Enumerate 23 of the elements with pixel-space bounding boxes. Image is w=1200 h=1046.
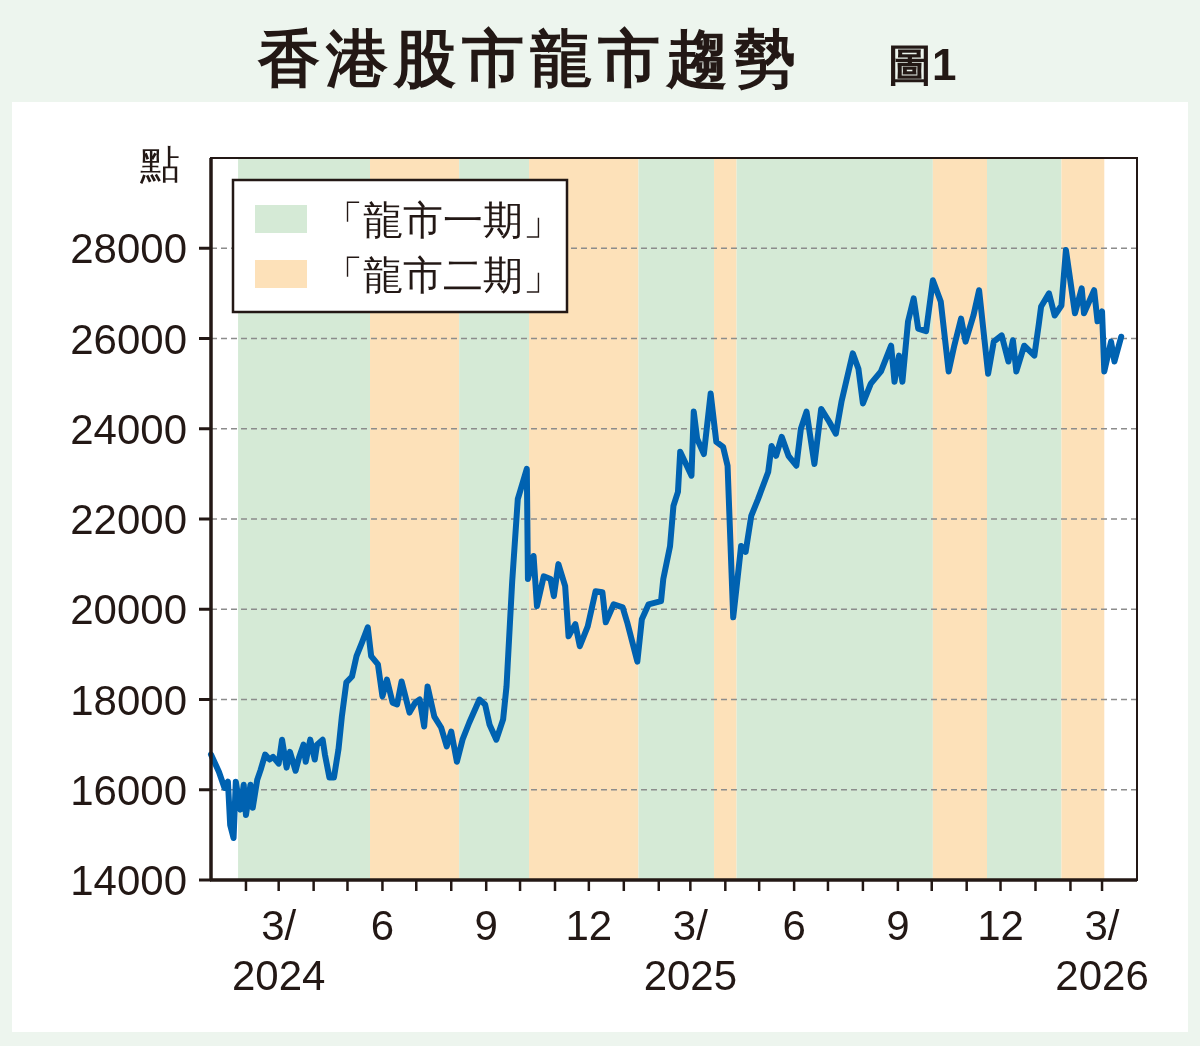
y-tick-label: 22000 xyxy=(70,496,187,543)
x-tick-label: 12 xyxy=(977,902,1024,949)
x-tick-label: 9 xyxy=(474,902,498,949)
y-tick-label: 18000 xyxy=(70,676,187,724)
y-tick-label: 26000 xyxy=(70,315,187,363)
x-tick-label: 6 xyxy=(370,902,395,949)
chart-subtitle: 圖1 xyxy=(888,40,957,89)
x-tick-label: 6 xyxy=(782,902,806,949)
x-tick-label: 3/ 2026 xyxy=(1055,902,1149,999)
x-tick-label: 3/ 2025 xyxy=(643,902,738,999)
y-tick-label: 28000 xyxy=(70,225,187,273)
chart-title: 香港股市龍市趨勢 xyxy=(257,24,802,93)
y-tick-label: 24000 xyxy=(70,405,187,453)
y-tick-label: 14000 xyxy=(70,857,187,904)
band-label: 「龍市二期」 xyxy=(323,253,563,297)
y-axis-title: 點 xyxy=(139,142,180,186)
x-tick-label: 3/ 2024 xyxy=(231,902,326,999)
band-label: 「龍市一期」 xyxy=(323,198,563,242)
legend: 「龍市一期」 「龍市二期」 xyxy=(231,178,569,314)
y-tick-label: 16000 xyxy=(70,766,187,814)
x-tick-label: 9 xyxy=(886,902,910,949)
x-tick-label: 12 xyxy=(565,902,613,949)
y-tick-label: 20000 xyxy=(70,586,187,634)
